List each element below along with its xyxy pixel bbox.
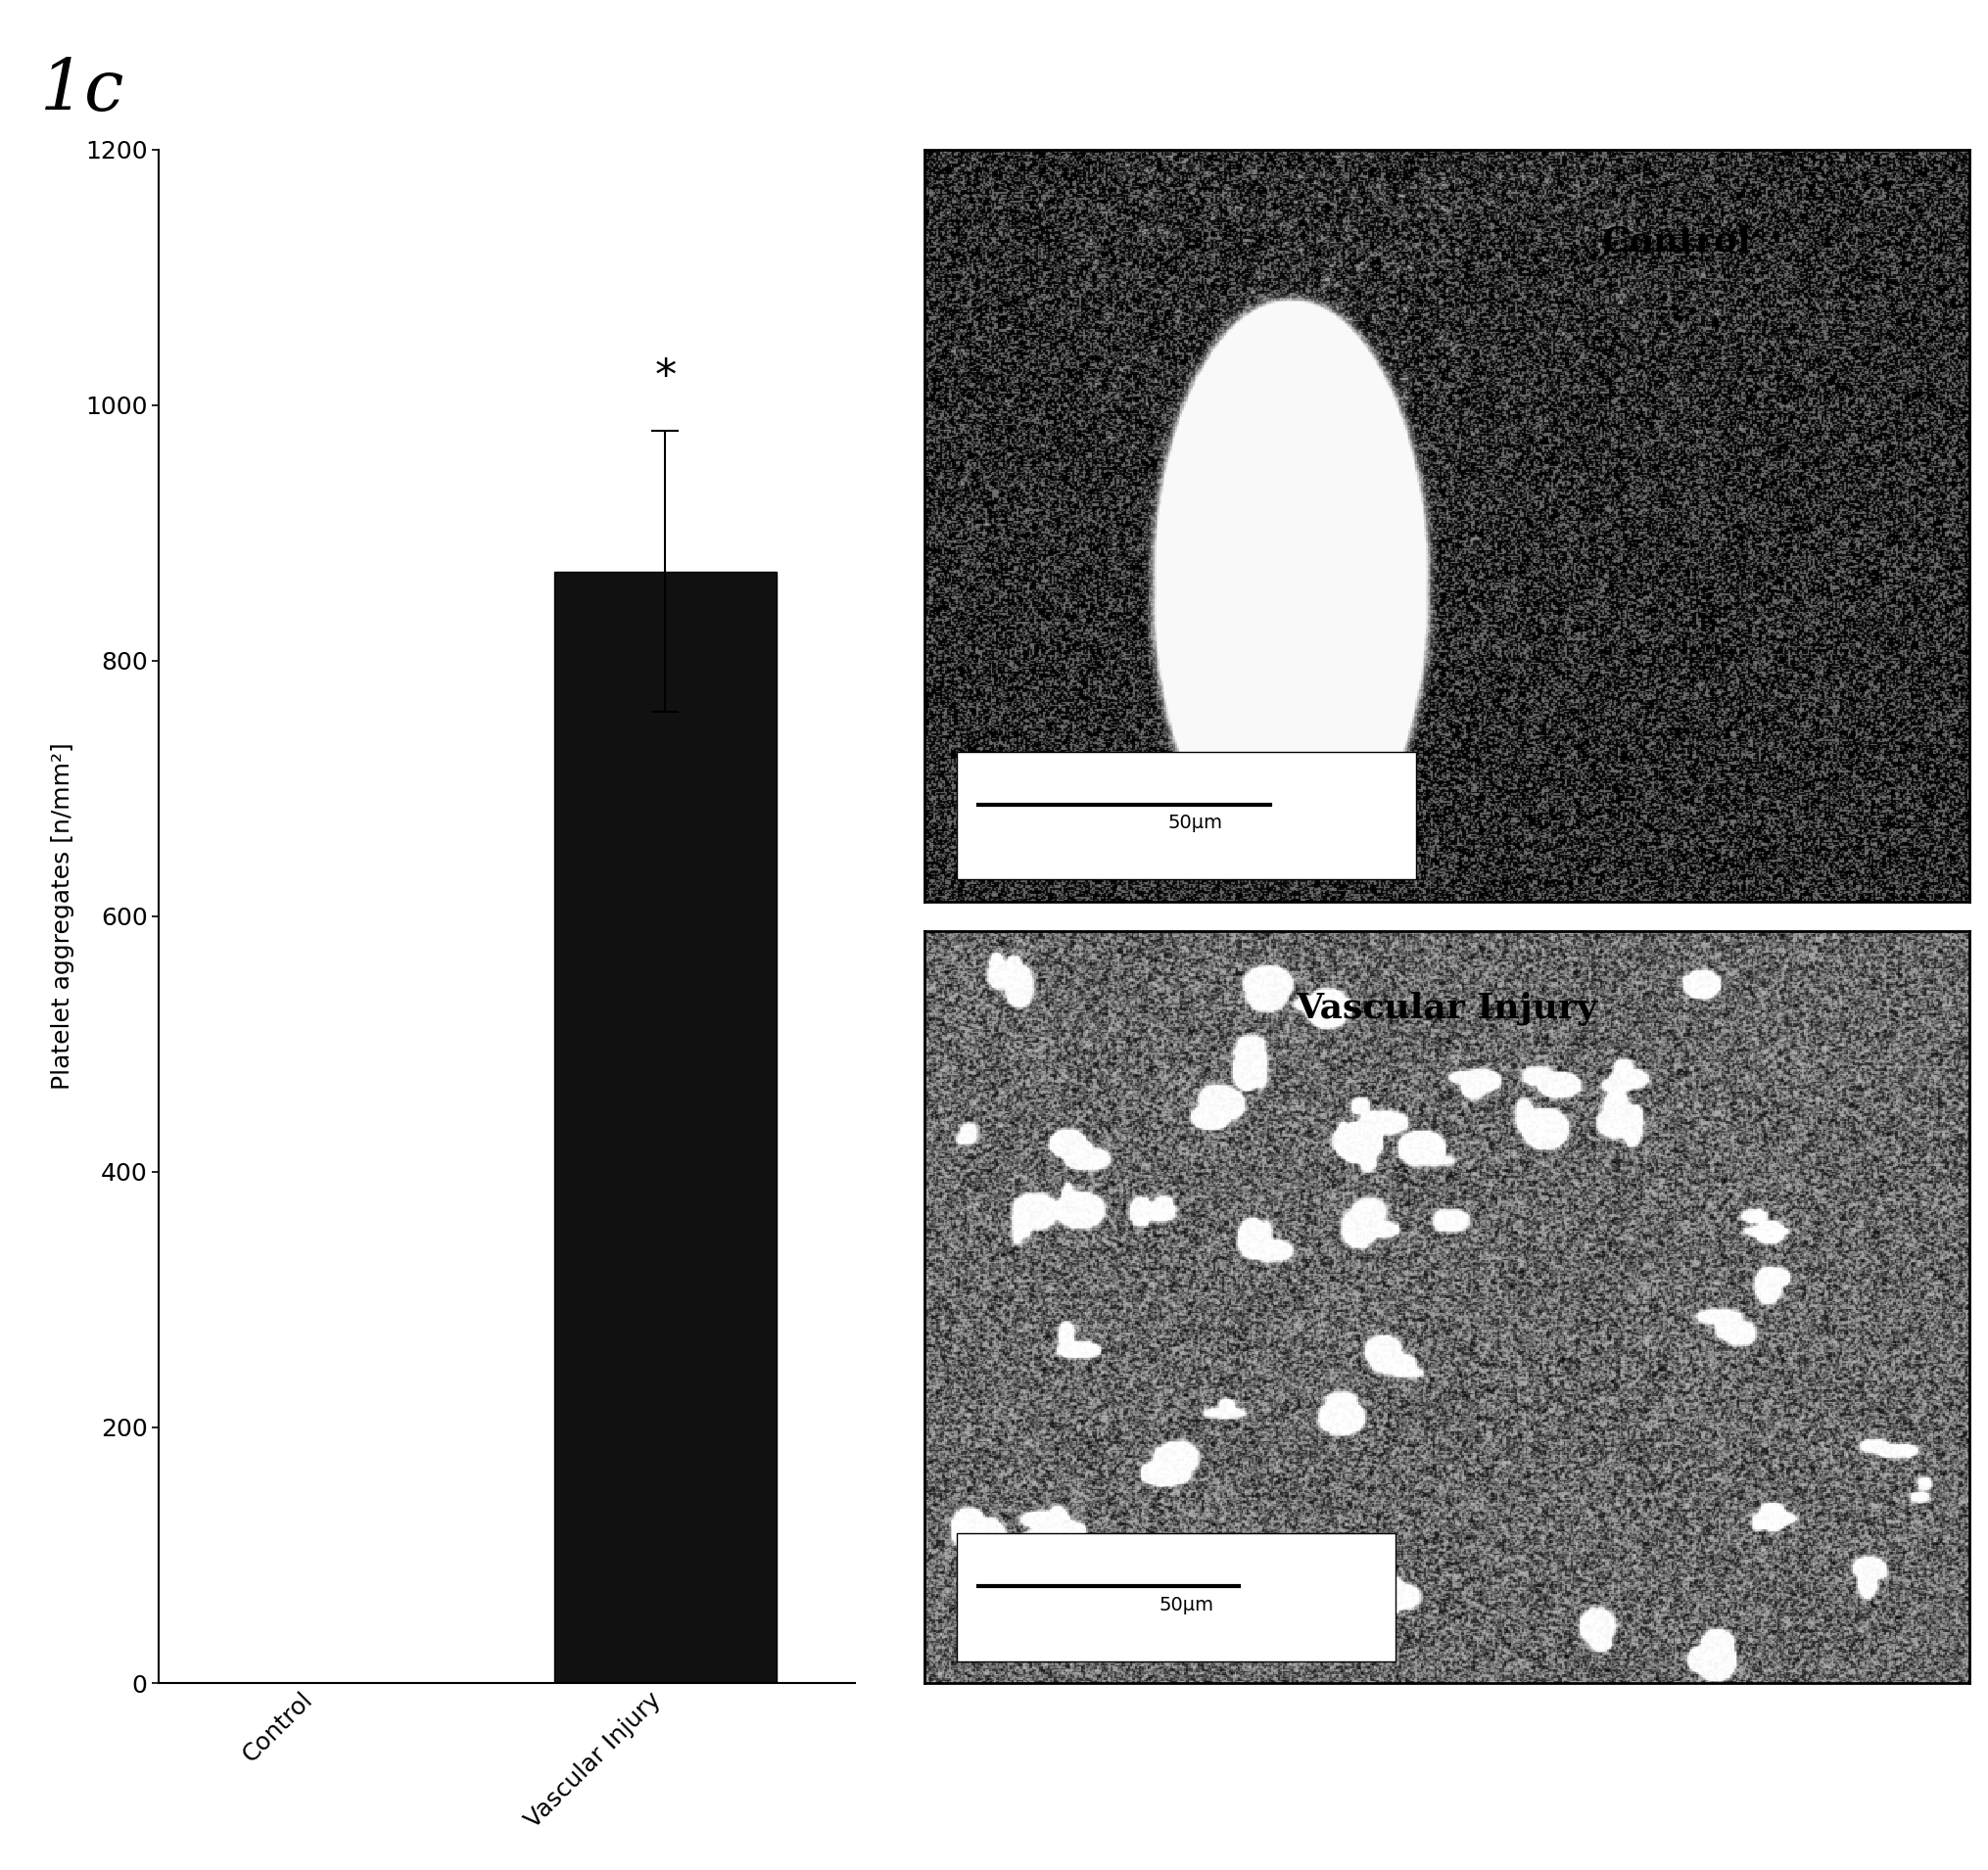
Y-axis label: Platelet aggregates [n/mm²]: Platelet aggregates [n/mm²] bbox=[52, 742, 74, 1090]
Text: 50μm: 50μm bbox=[1159, 1595, 1213, 1614]
Bar bbox=[956, 1533, 1396, 1661]
Text: 50μm: 50μm bbox=[1167, 813, 1223, 832]
Text: Control: Control bbox=[1600, 224, 1751, 258]
Bar bbox=[555, 570, 775, 1683]
Bar bbox=[956, 752, 1415, 879]
Text: Vascular Injury: Vascular Injury bbox=[1296, 991, 1596, 1025]
Text: 1c: 1c bbox=[40, 56, 125, 125]
Text: *: * bbox=[654, 357, 676, 398]
